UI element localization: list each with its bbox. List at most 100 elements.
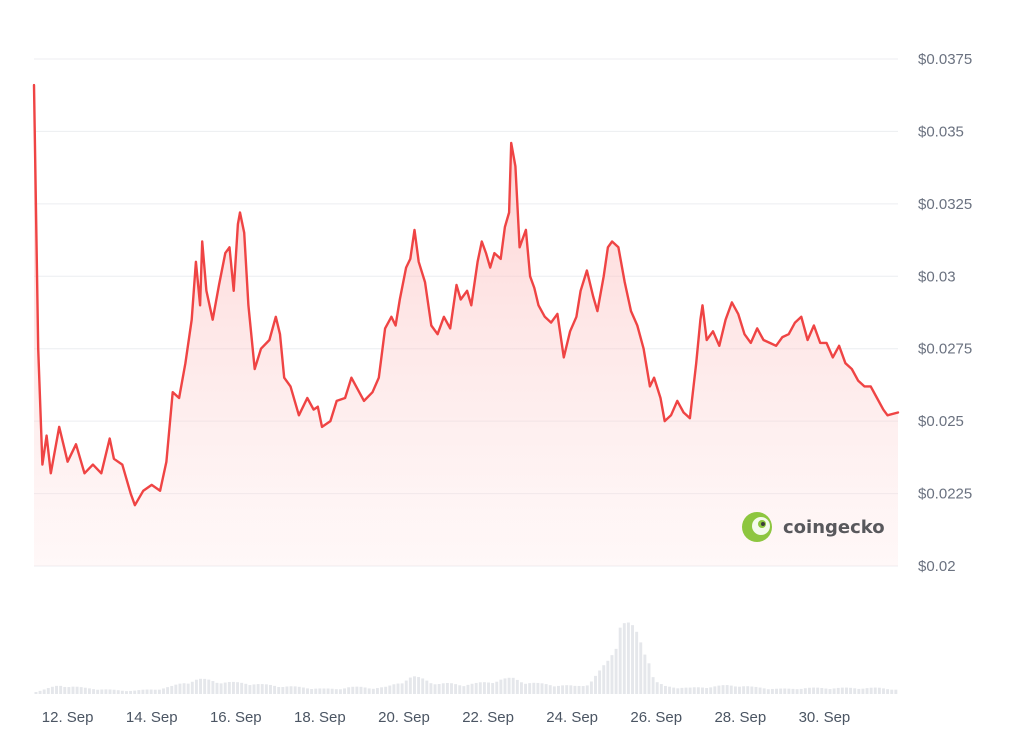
volume-bar <box>758 687 762 694</box>
volume-bar <box>873 687 877 694</box>
volume-bar <box>787 688 791 694</box>
volume-bar <box>696 687 700 694</box>
x-tick-label: 28. Sep <box>714 709 766 726</box>
volume-bar <box>643 654 647 694</box>
volume-bar <box>602 665 606 694</box>
volume-bar <box>495 681 499 694</box>
volume-bar <box>524 683 528 694</box>
volume-bar <box>236 682 240 694</box>
y-tick-label: $0.02 <box>918 558 956 575</box>
volume-bar <box>120 690 124 694</box>
volume-bar <box>828 689 832 694</box>
volume-bar <box>38 690 42 694</box>
volume-bar <box>742 686 746 694</box>
volume-bar <box>840 687 844 694</box>
volume-bar <box>462 686 466 694</box>
volume-bar <box>293 686 297 694</box>
volume-bar <box>454 684 458 694</box>
volume-bar <box>375 688 379 694</box>
volume-bar <box>865 688 869 694</box>
y-tick-label: $0.03 <box>918 268 956 285</box>
volume-bar <box>100 689 104 694</box>
volume-bar <box>371 688 375 694</box>
volume-bar <box>388 685 392 694</box>
volume-bar <box>775 688 778 694</box>
y-tick-label: $0.0275 <box>918 341 972 358</box>
volume-bar <box>717 685 721 694</box>
volume-bar <box>663 685 667 694</box>
volume-bar <box>194 679 198 694</box>
volume-bar <box>528 683 532 694</box>
volume-bar <box>215 682 219 694</box>
volume-bar <box>149 689 153 694</box>
x-tick-label: 26. Sep <box>630 709 682 726</box>
volume-bar <box>417 677 421 694</box>
volume-bar <box>639 642 643 694</box>
coingecko-watermark: coingecko <box>742 512 885 542</box>
x-tick-label: 20. Sep <box>378 709 430 726</box>
volume-bar <box>67 687 71 694</box>
volume-bar <box>877 687 881 694</box>
volume-bar <box>244 683 248 694</box>
volume-bar <box>248 685 252 694</box>
y-tick-label: $0.0325 <box>918 196 972 213</box>
volume-bar <box>705 688 709 694</box>
volume-bar <box>137 690 141 694</box>
volume-bar <box>676 688 680 694</box>
volume-bar <box>396 683 400 694</box>
volume-bar <box>491 683 495 694</box>
volume-bar <box>112 689 116 694</box>
x-tick-label: 24. Sep <box>546 709 598 726</box>
volume-bar <box>42 689 46 694</box>
volume-bar <box>791 688 795 694</box>
volume-bar <box>466 684 470 694</box>
volume-bar <box>133 690 137 694</box>
volume-bar <box>87 688 91 694</box>
volume-bar <box>738 686 741 694</box>
x-tick-label: 30. Sep <box>799 709 851 726</box>
volume-bar <box>845 687 848 694</box>
volume-bar <box>861 688 865 694</box>
volume-bar <box>474 682 478 694</box>
volume-bar <box>363 687 367 694</box>
volume-bar <box>219 683 223 694</box>
volume-bar <box>754 686 758 694</box>
volume-bar <box>803 688 807 694</box>
volume-bar <box>795 689 799 694</box>
x-axis-ticks: 12. Sep 14. Sep 16. Sep 18. Sep 20. Sep 22. S… <box>42 709 851 726</box>
volume-bar <box>162 688 165 694</box>
volume-bar <box>721 685 725 694</box>
volume-bar <box>125 691 128 694</box>
volume-bar <box>478 682 482 694</box>
volume-bar <box>692 687 696 694</box>
volume-bar <box>347 687 351 694</box>
x-tick-label: 22. Sep <box>462 709 514 726</box>
volume-bar <box>807 687 811 694</box>
volume-bar <box>207 679 211 694</box>
volume-bar <box>684 687 688 694</box>
volume-bar <box>820 688 824 694</box>
y-tick-label: $0.0225 <box>918 486 972 503</box>
volume-bar <box>540 683 544 694</box>
volume-bar <box>733 686 737 694</box>
volume-bar <box>351 686 355 694</box>
volume-bar <box>799 688 803 694</box>
volume-bar <box>318 688 322 694</box>
volume-bar <box>153 689 157 694</box>
volume-bar <box>157 689 161 694</box>
volume-bar <box>326 688 330 694</box>
volume-bar <box>170 685 174 694</box>
volume-bar <box>779 688 783 694</box>
volume-bar <box>445 682 449 694</box>
volume-bar <box>343 688 346 694</box>
volume-bar <box>882 688 885 694</box>
volume-bar <box>404 680 408 694</box>
volume-bar <box>577 685 581 694</box>
volume-bar <box>853 688 857 694</box>
volume-bar <box>92 689 96 694</box>
volume-bar <box>50 686 54 694</box>
volume-bar <box>672 687 676 694</box>
volume-bar <box>104 689 108 694</box>
volume-bar <box>392 684 396 694</box>
